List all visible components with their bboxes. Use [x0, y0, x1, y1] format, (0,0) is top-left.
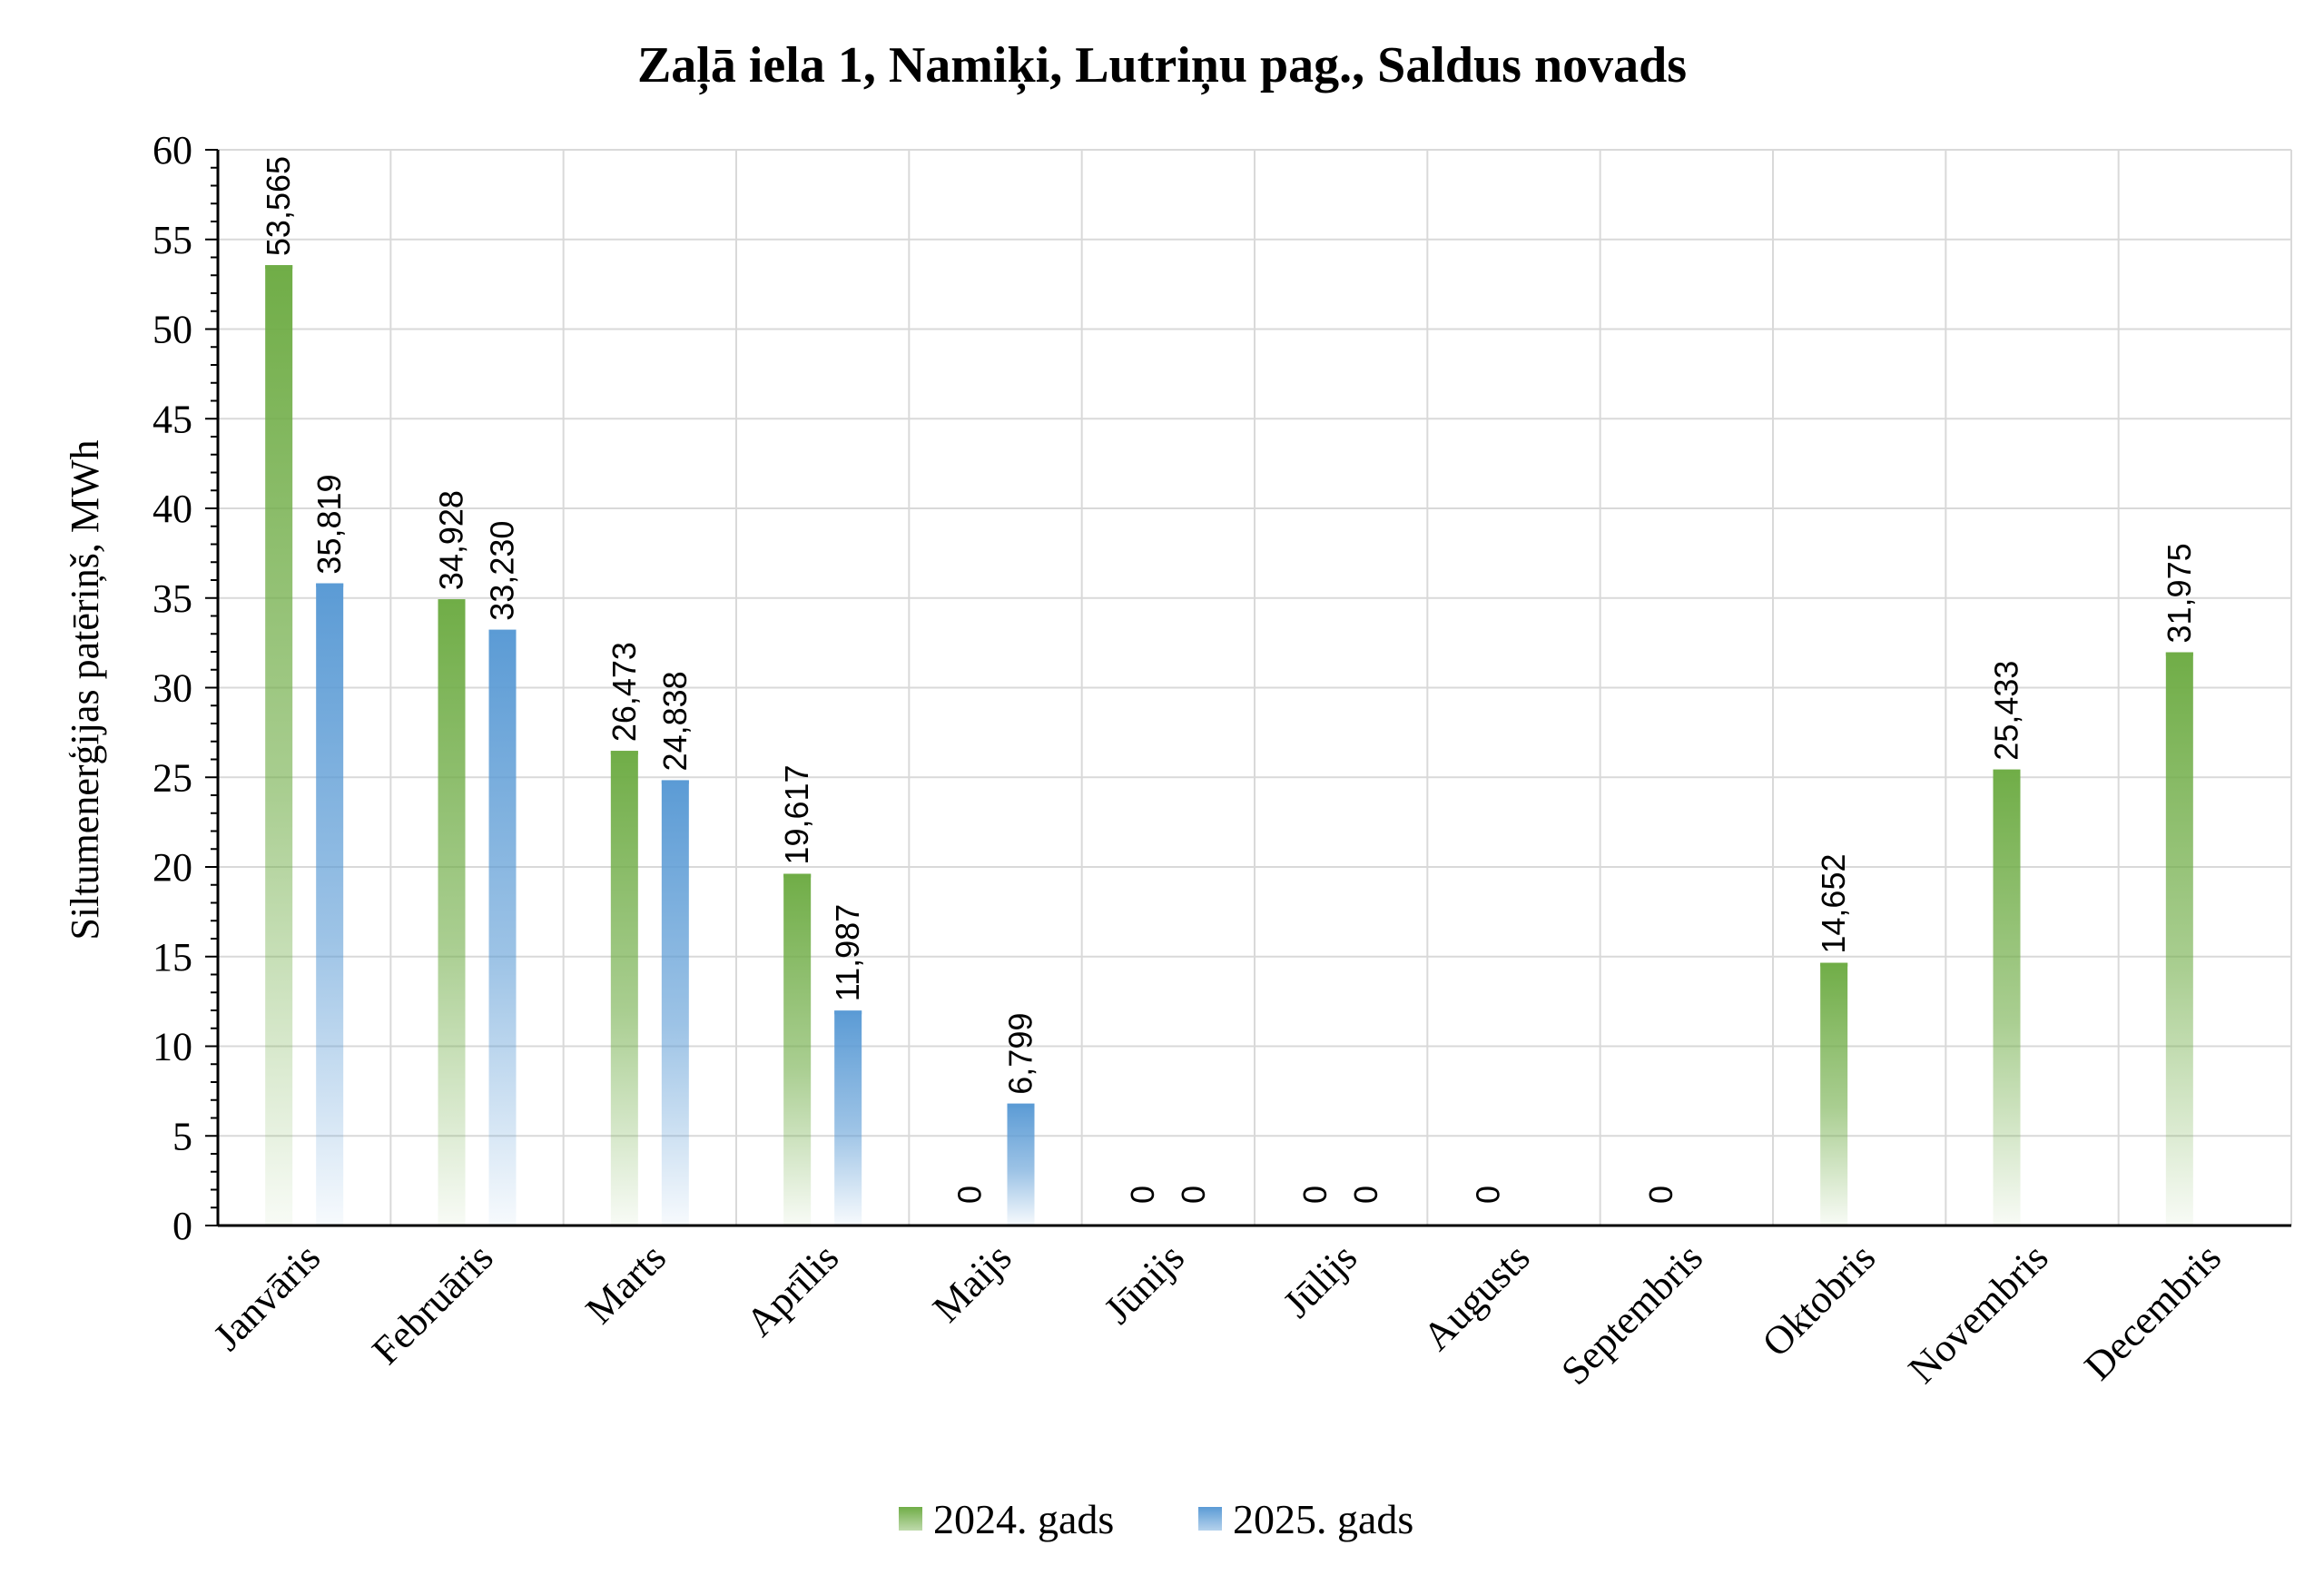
legend-label-1: 2025. gads — [1233, 1496, 1413, 1542]
data-label-1-0: 35,819 — [310, 474, 348, 574]
x-tick-label: Decembris — [2075, 1235, 2229, 1388]
bar-cap-1-4 — [1007, 1103, 1035, 1108]
bar-cap-1-0 — [316, 583, 344, 587]
data-label-0-2: 26,473 — [606, 642, 643, 742]
data-label-1-6: 0 — [1347, 1186, 1384, 1204]
data-label-0-10: 25,433 — [1988, 661, 2025, 761]
grid — [218, 149, 2292, 1226]
chart-title: Zaļā iela 1, Namiķi, Lutriņu pag., Saldu… — [637, 37, 1687, 95]
x-tick-label: Marts — [577, 1235, 675, 1332]
data-label-0-5: 0 — [1124, 1186, 1161, 1204]
legend-swatch-1 — [1198, 1507, 1222, 1531]
bar-cap-0-0 — [265, 265, 293, 270]
data-label-0-8: 0 — [1642, 1186, 1679, 1204]
legend: 2024. gads 2025. gads — [899, 1496, 1413, 1542]
x-tick-label: Maijs — [924, 1235, 1020, 1331]
data-label-1-1: 33,230 — [484, 521, 521, 621]
data-label-1-4: 6,799 — [1002, 1013, 1039, 1095]
y-tick-label: 50 — [153, 308, 192, 352]
bars — [265, 265, 2193, 1226]
bar-1-3 — [834, 1010, 862, 1226]
y-tick-label: 55 — [153, 218, 192, 262]
y-axis-label: Siltumenerģijas patēriņš, MWh — [63, 439, 107, 940]
bar-cap-1-1 — [488, 629, 517, 634]
bar-0-0 — [265, 265, 293, 1226]
data-label-1-5: 0 — [1175, 1186, 1212, 1204]
x-tick-label: Aprīlis — [737, 1235, 847, 1344]
bar-cap-0-10 — [1993, 769, 2021, 773]
x-tick-label: Februāris — [363, 1235, 501, 1373]
y-tick-label: 25 — [153, 755, 192, 800]
x-tick-label: Janvāris — [205, 1235, 330, 1359]
bar-0-2 — [610, 751, 638, 1226]
x-tick-label: Augusts — [1414, 1235, 1539, 1359]
x-tick-label: Oktobris — [1754, 1235, 1885, 1365]
data-label-0-7: 0 — [1470, 1186, 1507, 1204]
data-label-0-1: 34,928 — [433, 490, 470, 590]
bar-1-2 — [661, 780, 689, 1226]
bar-cap-0-1 — [438, 599, 466, 604]
y-tick-label: 60 — [153, 128, 192, 172]
legend-swatch-0 — [899, 1507, 922, 1531]
bar-1-1 — [488, 629, 517, 1226]
bar-1-4 — [1007, 1103, 1035, 1226]
y-tick-label: 20 — [153, 845, 192, 890]
bar-0-10 — [1993, 769, 2021, 1226]
axes: 0 5 10 15 20 25 30 35 40 45 50 55 60 Janvāris Februāri… — [153, 128, 2291, 1393]
data-label-0-6: 0 — [1296, 1186, 1334, 1204]
bar-0-9 — [1820, 962, 1848, 1226]
data-label-1-3: 11,987 — [829, 904, 866, 1001]
x-tick-label: Novembris — [1900, 1235, 2057, 1392]
data-label-1-2: 24,838 — [656, 671, 694, 771]
bar-0-1 — [438, 599, 466, 1226]
y-tick-label: 40 — [153, 487, 192, 531]
y-tick-label: 0 — [172, 1204, 192, 1248]
legend-label-0: 2024. gads — [933, 1496, 1114, 1542]
bar-0-11 — [2165, 652, 2193, 1226]
data-label-0-3: 19,617 — [778, 764, 815, 864]
x-tick-label: Jūlijs — [1275, 1235, 1365, 1325]
bar-cap-1-3 — [834, 1010, 862, 1015]
bar-cap-0-9 — [1820, 962, 1848, 967]
y-tick-label: 30 — [153, 666, 192, 711]
x-tick-label: Septembris — [1552, 1235, 1711, 1393]
bar-cap-0-11 — [2165, 652, 2193, 656]
data-label-0-9: 14,652 — [1815, 854, 1852, 954]
bar-0-3 — [783, 873, 812, 1226]
y-tick-label: 35 — [153, 576, 192, 621]
y-tick-label: 45 — [153, 397, 192, 441]
bar-cap-0-3 — [783, 873, 812, 878]
data-label-0-11: 31,975 — [2161, 543, 2198, 643]
y-tick-label: 15 — [153, 935, 192, 980]
y-tick-label: 10 — [153, 1025, 192, 1069]
data-label-0-4: 0 — [951, 1186, 989, 1204]
x-tick-label: Jūnijs — [1096, 1235, 1193, 1332]
bar-cap-1-2 — [661, 780, 689, 784]
y-tick-label: 5 — [172, 1114, 192, 1158]
data-label-0-0: 53,565 — [260, 156, 297, 256]
bar-1-0 — [316, 583, 344, 1226]
bar-cap-0-2 — [610, 751, 638, 755]
